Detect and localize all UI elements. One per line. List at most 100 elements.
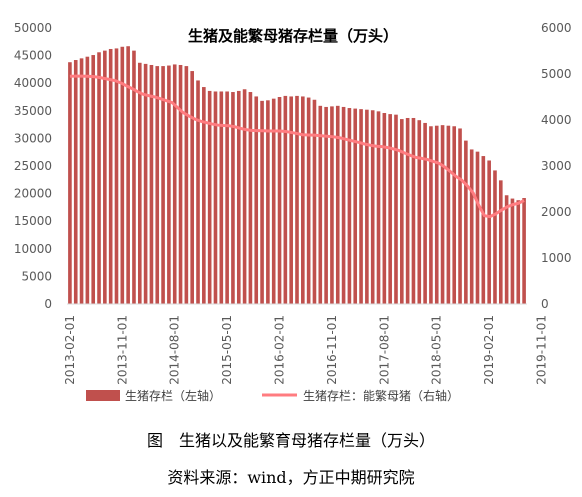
- bar: [167, 65, 171, 304]
- bar: [120, 46, 125, 305]
- bar: [330, 106, 334, 304]
- line-series-group: [69, 74, 525, 219]
- y-tick-label: 50000: [14, 21, 52, 35]
- bar: [394, 114, 398, 304]
- bar: [440, 125, 445, 305]
- legend-label-bar: 生猪存栏（左轴）: [125, 388, 221, 403]
- bar: [405, 117, 410, 304]
- bar: [411, 117, 416, 304]
- bar: [365, 109, 369, 304]
- bar: [353, 108, 358, 304]
- bar: [516, 200, 521, 304]
- bar: [132, 50, 136, 304]
- bar: [318, 105, 323, 304]
- bar: [306, 97, 311, 304]
- bar: [242, 89, 247, 305]
- bar: [143, 63, 148, 304]
- y2-tick-label: 3000: [541, 159, 572, 173]
- x-tick-label: 2019-11-01: [535, 315, 549, 385]
- bar: [475, 151, 480, 304]
- bar: [108, 48, 113, 305]
- bar: [97, 52, 101, 304]
- legend-label-line: 生猪存栏：能繁母猪（右轴）: [303, 388, 459, 403]
- y2-tick-label: 4000: [541, 113, 572, 127]
- bar: [178, 64, 183, 304]
- bar: [172, 64, 177, 305]
- bar: [68, 62, 72, 304]
- bar: [103, 50, 107, 304]
- y-tick-label: 10000: [14, 242, 52, 256]
- bar: [452, 126, 457, 304]
- bar: [190, 71, 194, 304]
- bar: [295, 95, 299, 305]
- legend: 生猪存栏（左轴） 生猪存栏：能繁母猪（右轴）: [86, 388, 459, 403]
- bar: [522, 198, 526, 304]
- bar: [283, 95, 288, 305]
- bar: [464, 140, 468, 304]
- figure-caption: 图 生猪以及能繁育母猪存栏量（万头）: [146, 431, 435, 450]
- y2-tick-label: 1000: [541, 251, 572, 265]
- bar: [312, 99, 317, 304]
- bar: [248, 92, 253, 304]
- bar: [301, 96, 305, 304]
- bar: [225, 91, 229, 304]
- bar: [260, 100, 264, 304]
- bar: [370, 110, 375, 304]
- bar: [493, 170, 497, 304]
- x-tick-label: 2016-11-01: [325, 315, 339, 385]
- bar: [434, 125, 439, 304]
- x-tick-label: 2016-02-01: [273, 315, 287, 385]
- y-tick-label: 35000: [14, 104, 52, 118]
- bar: [376, 111, 381, 304]
- left-axis-ticks: 0 5000 10000 15000 20000 25000 30000 35000 40000…: [14, 21, 52, 311]
- bar: [388, 114, 392, 304]
- bar: [487, 160, 491, 304]
- x-tick-label: 2014-08-01: [168, 315, 182, 385]
- bar: [91, 55, 96, 304]
- bar: [277, 97, 282, 304]
- bar: [458, 128, 462, 304]
- y2-tick-label: 2000: [541, 205, 572, 219]
- bar: [469, 149, 474, 304]
- x-tick-label: 2013-11-01: [115, 315, 129, 385]
- bar: [161, 66, 165, 304]
- right-axis-ticks: 0 1000 2000 3000 4000 5000 6000: [541, 21, 572, 311]
- x-tick-label: 2013-02-01: [63, 315, 77, 385]
- bar: [196, 80, 200, 304]
- x-tick-label: 2019-02-01: [482, 315, 496, 385]
- legend-swatch-bar: [86, 390, 120, 401]
- x-axis-ticks: 2013-02-01 2013-11-01 2014-08-01 2015-05-01…: [63, 315, 549, 385]
- bar: [207, 90, 212, 305]
- bar: [341, 106, 346, 304]
- bar: [254, 96, 259, 304]
- y-tick-label: 0: [44, 297, 52, 311]
- bar: [266, 100, 270, 304]
- bar: [335, 105, 340, 304]
- bar: [417, 120, 422, 305]
- bar: [481, 156, 486, 304]
- y2-tick-label: 5000: [541, 67, 572, 81]
- bar: [498, 180, 503, 304]
- x-tick-label: 2015-05-01: [220, 315, 234, 385]
- bar: [400, 119, 404, 304]
- bar: [504, 195, 509, 304]
- bar: [324, 106, 328, 304]
- y-tick-label: 15000: [14, 214, 52, 228]
- bar: [213, 91, 218, 304]
- chart-title: 生猪及能繁母猪存栏量（万头）: [188, 27, 398, 45]
- bar: [79, 58, 84, 304]
- y-tick-label: 25000: [14, 159, 52, 173]
- y-tick-label: 30000: [14, 131, 52, 145]
- bar-series-group: [68, 46, 526, 305]
- x-tick-label: 2017-08-01: [377, 315, 391, 385]
- bar: [271, 98, 276, 304]
- bar: [423, 122, 427, 304]
- bar: [429, 126, 433, 304]
- figure-source: 资料来源：wind，方正中期研究院: [167, 468, 415, 487]
- sow-inventory-line: [69, 74, 525, 219]
- bar: [85, 56, 90, 305]
- bar: [155, 66, 160, 304]
- bar: [231, 92, 235, 304]
- y2-tick-label: 6000: [541, 21, 572, 35]
